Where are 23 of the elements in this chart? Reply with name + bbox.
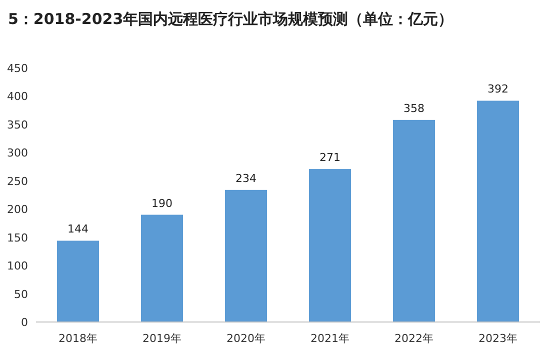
ytick: 0 <box>21 316 28 329</box>
data-label: 234 <box>236 172 256 185</box>
ytick: 50 <box>14 288 28 301</box>
ytick: 300 <box>7 146 28 160</box>
data-label: 271 <box>320 151 340 164</box>
title: 5：2018-2023年国内远程医疗行业市场规模预测（单位：亿元） <box>8 10 454 28</box>
xtick: 2019年 <box>142 332 182 345</box>
data-label: 144 <box>68 222 88 236</box>
data-label: 358 <box>404 102 424 115</box>
xtick: 2020年 <box>226 332 266 345</box>
ytick: 450 <box>7 62 28 75</box>
data-label: 392 <box>488 82 508 96</box>
xtick: 2022年 <box>394 332 434 345</box>
ytick: 350 <box>7 118 28 132</box>
xtick: 2021年 <box>310 332 350 345</box>
ytick: 200 <box>7 203 28 216</box>
ytick: 250 <box>7 174 28 188</box>
ytick: 100 <box>7 260 28 273</box>
xtick: 2018年 <box>58 332 98 345</box>
xtick: 2023年 <box>478 332 518 345</box>
data-label: 190 <box>152 196 172 210</box>
ytick: 400 <box>7 90 28 104</box>
ytick: 150 <box>7 231 28 244</box>
